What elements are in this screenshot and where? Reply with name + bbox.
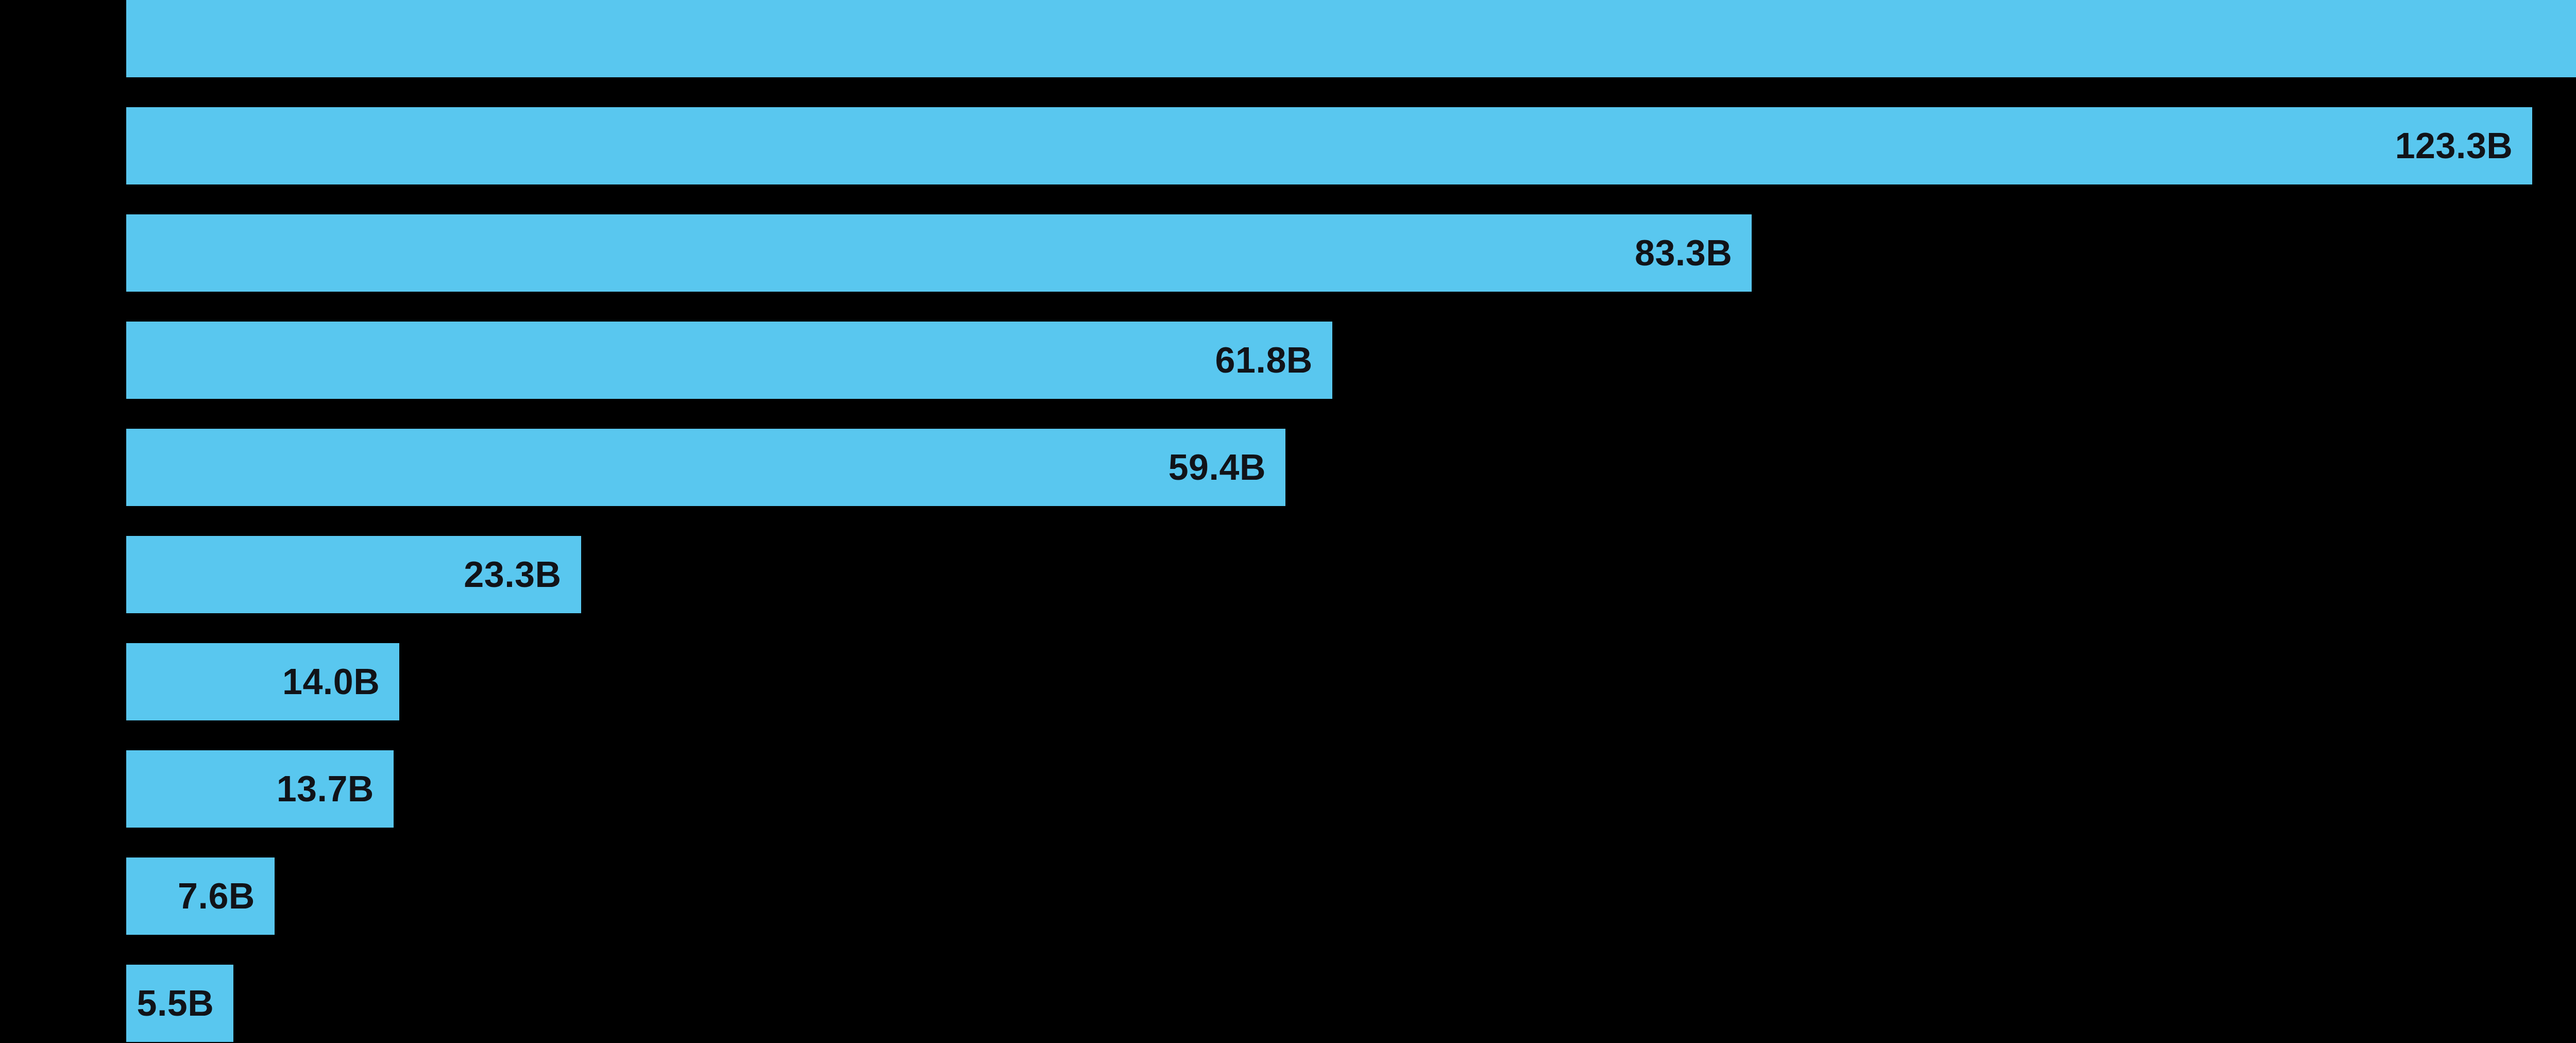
bar: 171.1B (126, 0, 2576, 77)
bar-value-label: 13.7B (277, 771, 374, 807)
bar-row: 23.3B (126, 536, 2576, 613)
bar-value-label: 59.4B (1168, 449, 1266, 485)
bar-row: 14.0B (126, 643, 2576, 720)
bar: 59.4B (126, 429, 1285, 506)
bar: 123.3B (126, 107, 2532, 184)
bar-value-label: 83.3B (1635, 235, 1732, 271)
bar: 7.6B (126, 857, 275, 935)
bar-row: 5.5B (126, 965, 2576, 1042)
bar-row: 7.6B (126, 857, 2576, 935)
bar-row: 83.3B (126, 214, 2576, 292)
bar-chart: 171.1B 123.3B 83.3B 61.8B 59.4B 23.3B 14… (126, 0, 2576, 1043)
bar: 13.7B (126, 750, 394, 828)
bar: 5.5B (126, 965, 233, 1042)
bar: 83.3B (126, 214, 1752, 292)
bar-value-label: 123.3B (2395, 128, 2513, 164)
bar: 23.3B (126, 536, 581, 613)
bar-row: 61.8B (126, 322, 2576, 399)
bar-value-label: 7.6B (178, 878, 255, 914)
bar-row: 171.1B (126, 0, 2576, 77)
bar-row: 59.4B (126, 429, 2576, 506)
bar-value-label: 5.5B (137, 985, 214, 1021)
bar-row: 123.3B (126, 107, 2576, 184)
bar-value-label: 61.8B (1215, 342, 1313, 378)
bar: 61.8B (126, 322, 1332, 399)
bar-value-label: 23.3B (464, 557, 561, 593)
bar: 14.0B (126, 643, 399, 720)
bar-row: 13.7B (126, 750, 2576, 828)
bar-value-label: 14.0B (282, 664, 380, 700)
